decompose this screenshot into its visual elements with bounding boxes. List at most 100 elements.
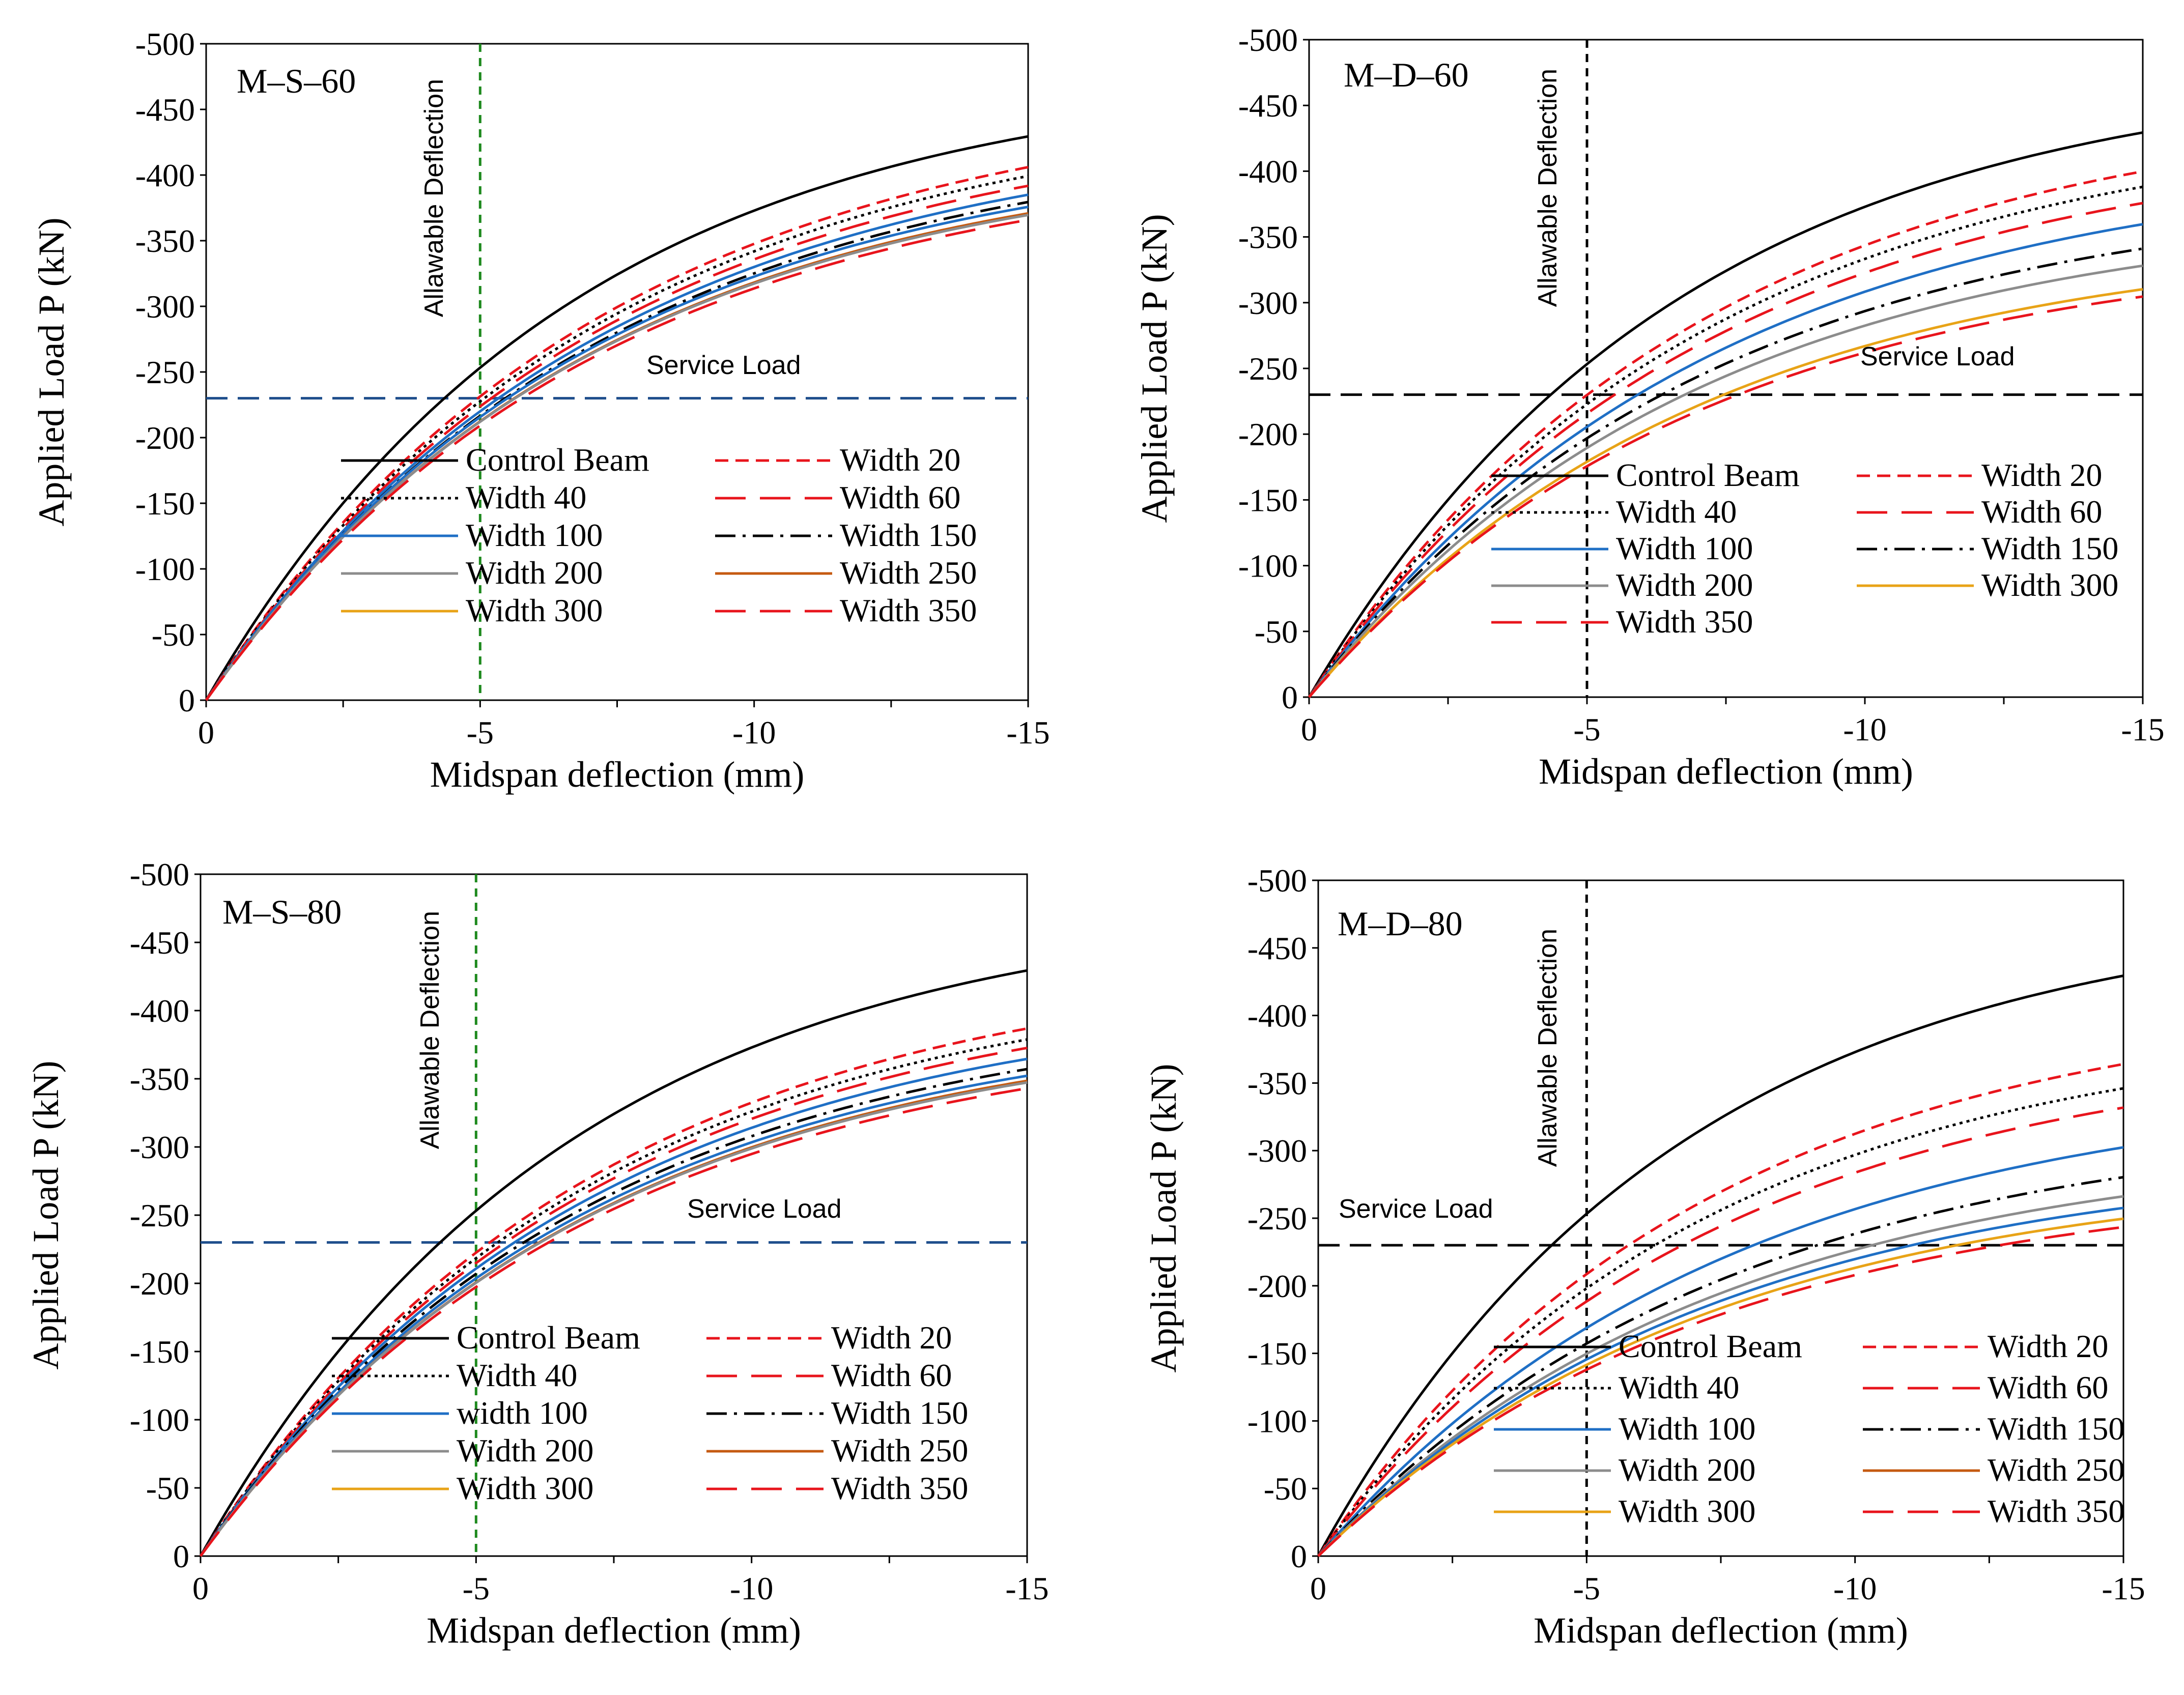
x-tick-label: 0 bbox=[198, 714, 214, 751]
legend-label: Width 40 bbox=[466, 479, 586, 515]
series-line bbox=[1308, 170, 2143, 698]
series-line bbox=[1308, 247, 2143, 698]
series-line bbox=[1308, 295, 2143, 698]
x-tick-label: 0 bbox=[1310, 1570, 1326, 1606]
legend-item: Width 150 bbox=[1857, 530, 2118, 566]
legend-item: Control Beam bbox=[332, 1319, 640, 1356]
legend-item: Width 250 bbox=[1863, 1452, 2124, 1488]
legend-item: Width 40 bbox=[1491, 494, 1737, 530]
series-line bbox=[199, 1087, 1028, 1557]
y-axis-label: Applied Load P (kN) bbox=[25, 1060, 66, 1369]
legend-label: Width 60 bbox=[831, 1357, 952, 1393]
y-tick-label: 0 bbox=[173, 1538, 189, 1574]
y-tick-label: -500 bbox=[1238, 22, 1298, 58]
y-tick-label: -50 bbox=[152, 617, 195, 653]
service-load-label: Service Load bbox=[1339, 1194, 1493, 1224]
legend-item: Width 20 bbox=[715, 442, 960, 478]
x-tick-label: -10 bbox=[1843, 711, 1886, 748]
series-line bbox=[199, 1081, 1028, 1557]
x-tick-label: -10 bbox=[730, 1570, 773, 1606]
x-tick-label: -5 bbox=[463, 1570, 490, 1606]
series-line bbox=[1317, 1217, 2124, 1557]
series-line bbox=[205, 206, 1029, 701]
x-tick-label: -10 bbox=[1833, 1570, 1877, 1606]
chart-panel-3: 0-50-100-150-200-250-300-350-400-450-500… bbox=[25, 856, 1049, 1651]
legend-item: Width 40 bbox=[332, 1357, 577, 1393]
series-line bbox=[1317, 1206, 2124, 1557]
series-line bbox=[199, 1057, 1028, 1557]
legend-label: Width 200 bbox=[457, 1432, 593, 1469]
legend-label: Width 20 bbox=[1981, 457, 2102, 493]
series-line bbox=[1308, 288, 2143, 698]
y-tick-label: -500 bbox=[130, 856, 189, 893]
legend-item: Width 350 bbox=[715, 592, 977, 628]
legend-item: Width 20 bbox=[1857, 457, 2102, 493]
legend-item: Control Beam bbox=[1491, 457, 1800, 493]
legend-item: Width 100 bbox=[341, 517, 603, 553]
panel-title: M–D–60 bbox=[1344, 55, 1469, 94]
legend-label: Width 40 bbox=[457, 1357, 577, 1393]
panel-title: M–S–60 bbox=[237, 62, 356, 100]
x-tick-label: 0 bbox=[1301, 711, 1317, 748]
allowable-deflection-label: Allawable Deflection bbox=[1533, 69, 1563, 307]
series-line bbox=[205, 184, 1029, 701]
y-tick-label: -200 bbox=[130, 1266, 189, 1302]
legend-label: Width 20 bbox=[840, 442, 960, 478]
legend-label: Width 350 bbox=[1616, 604, 1753, 640]
y-tick-label: -300 bbox=[130, 1129, 189, 1165]
allowable-deflection-label: Allawable Deflection bbox=[419, 79, 449, 317]
x-axis-label: Midspan deflection (mm) bbox=[1539, 751, 1913, 792]
legend-item: Width 60 bbox=[715, 479, 960, 515]
y-tick-label: -150 bbox=[135, 485, 195, 522]
legend-item: Width 150 bbox=[706, 1395, 968, 1431]
service-load-label: Service Load bbox=[646, 351, 801, 380]
legend-item: Width 60 bbox=[1863, 1369, 2108, 1405]
y-axis-label: Applied Load P (kN) bbox=[1143, 1064, 1184, 1372]
y-tick-label: -250 bbox=[1247, 1200, 1307, 1237]
legend-label: Width 100 bbox=[466, 517, 603, 553]
legend-item: Width 250 bbox=[706, 1432, 968, 1469]
legend-label: Width 250 bbox=[831, 1432, 968, 1469]
series-line bbox=[1317, 1175, 2124, 1557]
chart-panel-1: 0-50-100-150-200-250-300-350-400-450-500… bbox=[31, 26, 1050, 795]
legend-item: Width 250 bbox=[715, 555, 977, 591]
series-line bbox=[1308, 223, 2143, 698]
legend-label: Width 150 bbox=[831, 1395, 968, 1431]
legend-label: Width 60 bbox=[1981, 494, 2102, 530]
legend-item: Width 200 bbox=[1494, 1452, 1755, 1488]
series-line bbox=[205, 218, 1029, 701]
legend-label: Control Beam bbox=[466, 442, 649, 478]
legend-item: Control Beam bbox=[341, 442, 649, 478]
y-tick-label: -350 bbox=[1238, 219, 1298, 255]
y-tick-label: -400 bbox=[130, 993, 189, 1029]
x-tick-label: -15 bbox=[2121, 711, 2164, 748]
legend-label: Width 200 bbox=[1619, 1452, 1755, 1488]
legend-label: Width 300 bbox=[1619, 1493, 1755, 1529]
legend-label: Width 150 bbox=[1988, 1411, 2124, 1447]
y-tick-label: -100 bbox=[1238, 548, 1298, 584]
series-line bbox=[1317, 1146, 2124, 1557]
y-tick-label: 0 bbox=[1282, 679, 1298, 715]
legend-label: Width 200 bbox=[1616, 567, 1753, 603]
legend-label: Width 300 bbox=[1981, 567, 2118, 603]
legend-label: Width 200 bbox=[466, 555, 603, 591]
legend-label: Width 250 bbox=[840, 555, 977, 591]
y-tick-label: -100 bbox=[130, 1402, 189, 1438]
y-tick-label: -200 bbox=[1238, 416, 1298, 452]
series-line bbox=[1317, 1225, 2124, 1557]
legend-item: Width 60 bbox=[706, 1357, 952, 1393]
legend-item: Width 200 bbox=[332, 1432, 593, 1469]
series-line bbox=[205, 193, 1029, 701]
y-tick-label: -350 bbox=[1247, 1065, 1307, 1101]
y-tick-label: -400 bbox=[1238, 153, 1298, 189]
legend-item: Width 40 bbox=[1494, 1369, 1739, 1405]
legend-label: Width 350 bbox=[1988, 1493, 2124, 1529]
legend-label: Width 20 bbox=[1988, 1328, 2108, 1364]
series-line bbox=[1308, 185, 2143, 698]
series-line bbox=[1317, 1195, 2124, 1557]
y-tick-label: -50 bbox=[1255, 614, 1298, 650]
legend-label: Width 250 bbox=[1988, 1452, 2124, 1488]
legend-item: Width 300 bbox=[1494, 1493, 1755, 1529]
y-tick-label: -200 bbox=[1247, 1268, 1307, 1304]
y-tick-label: 0 bbox=[1291, 1538, 1307, 1574]
